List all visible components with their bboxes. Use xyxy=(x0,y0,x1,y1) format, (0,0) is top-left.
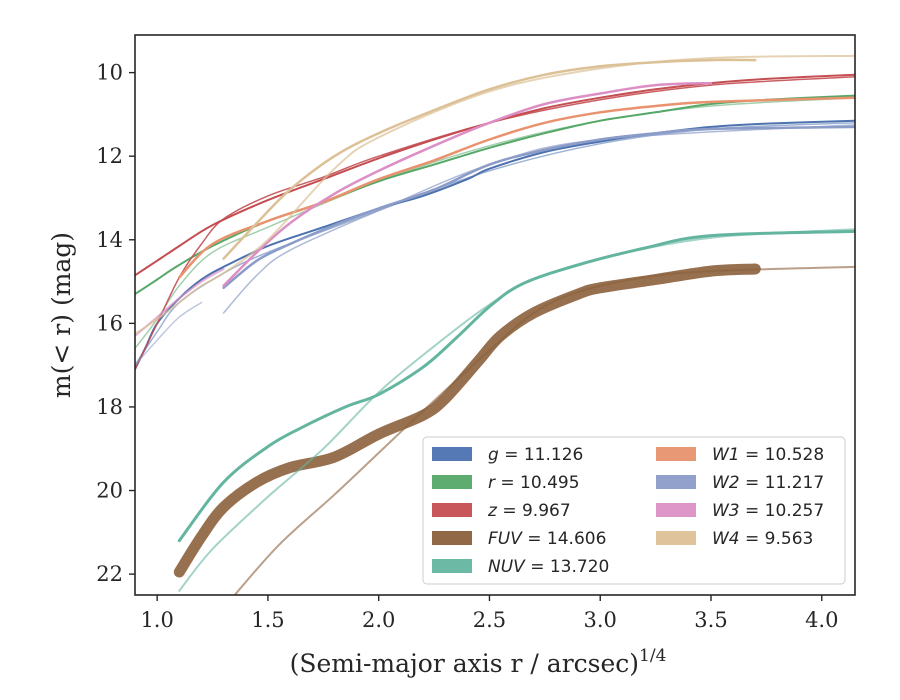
x-axis-label: (Semi-major axis r / arcsec)1/4 xyxy=(290,646,667,678)
y-tick-label: 12 xyxy=(96,144,123,168)
series-line-w2-1 xyxy=(222,125,855,290)
legend: g = 11.126 r = 10.495 z = 9.967 FUV = 14.60… xyxy=(422,436,846,585)
legend-swatch-w2 xyxy=(656,475,696,489)
legend-label-w4: W4 = 9.563 xyxy=(712,529,813,549)
series-line-r-2 xyxy=(135,96,855,350)
legend-swatch-nuv xyxy=(432,559,472,573)
legend-swatch-w1 xyxy=(656,447,696,461)
x-axis-label-power: 1/4 xyxy=(639,646,666,666)
series-line-fuv-1 xyxy=(173,263,761,578)
series-line-g-2 xyxy=(135,122,855,366)
y-axis-label: m(< r) (mag) xyxy=(47,232,76,398)
legend-label-fuv: FUV = 14.606 xyxy=(488,529,606,549)
x-axis-label-text: (Semi-major axis r / arcsec) xyxy=(290,649,639,678)
legend-label-g: g = 11.126 xyxy=(488,445,583,465)
x-tick-label: 1.0 xyxy=(140,608,173,632)
legend-swatch-fuv xyxy=(432,531,472,545)
series-line-nuv-1 xyxy=(177,229,855,543)
x-tick-label: 3.5 xyxy=(694,608,727,632)
legend-swatch-w4 xyxy=(656,531,696,545)
legend-label-z: z = 9.967 xyxy=(487,501,571,521)
y-tick-label: 20 xyxy=(96,479,123,503)
series-line-w4-1 xyxy=(222,58,757,260)
legend-box xyxy=(422,436,846,585)
x-tick-label: 2.0 xyxy=(362,608,395,632)
curves-layer xyxy=(135,54,855,595)
series-line-w1-1 xyxy=(178,96,855,279)
x-tick-label: 4.0 xyxy=(805,608,838,632)
y-tick-label: 10 xyxy=(96,61,123,85)
legend-label-w2: W2 = 11.217 xyxy=(712,473,824,493)
plot-frame xyxy=(134,34,856,596)
series-line-w2-3 xyxy=(135,301,203,366)
legend-label-nuv: NUV = 13.720 xyxy=(488,557,609,577)
series-line-r-1 xyxy=(135,94,855,296)
legend-swatch-w3 xyxy=(656,503,696,517)
x-tick-label: 1.5 xyxy=(251,608,284,632)
series-line-fuv-2 xyxy=(233,265,855,595)
series-line-nuv-2 xyxy=(178,228,855,592)
y-tick-label: 16 xyxy=(96,311,123,335)
x-tick-label: 3.0 xyxy=(584,608,617,632)
series-line-w4-2 xyxy=(135,54,855,335)
legend-swatch-g xyxy=(432,447,472,461)
legend-swatch-z xyxy=(432,503,472,517)
series-line-w3-1 xyxy=(222,81,713,287)
ticks-layer: 1.0 1.5 2.0 2.5 3.0 3.5 4.0 10 12 14 16 18 20 22 xyxy=(96,61,838,632)
y-tick-label: 22 xyxy=(96,562,123,586)
y-tick-label: 14 xyxy=(96,228,123,252)
legend-label-r: r = 10.495 xyxy=(488,473,580,493)
series-line-z-1 xyxy=(135,73,855,277)
series-line-g-1 xyxy=(135,119,855,371)
legend-label-w1: W1 = 10.528 xyxy=(712,445,824,465)
y-tick-label: 18 xyxy=(96,395,123,419)
legend-swatch-r xyxy=(432,475,472,489)
x-tick-label: 2.5 xyxy=(473,608,506,632)
series-line-w2-2 xyxy=(222,124,855,314)
legend-label-w3: W3 = 10.257 xyxy=(712,501,824,521)
